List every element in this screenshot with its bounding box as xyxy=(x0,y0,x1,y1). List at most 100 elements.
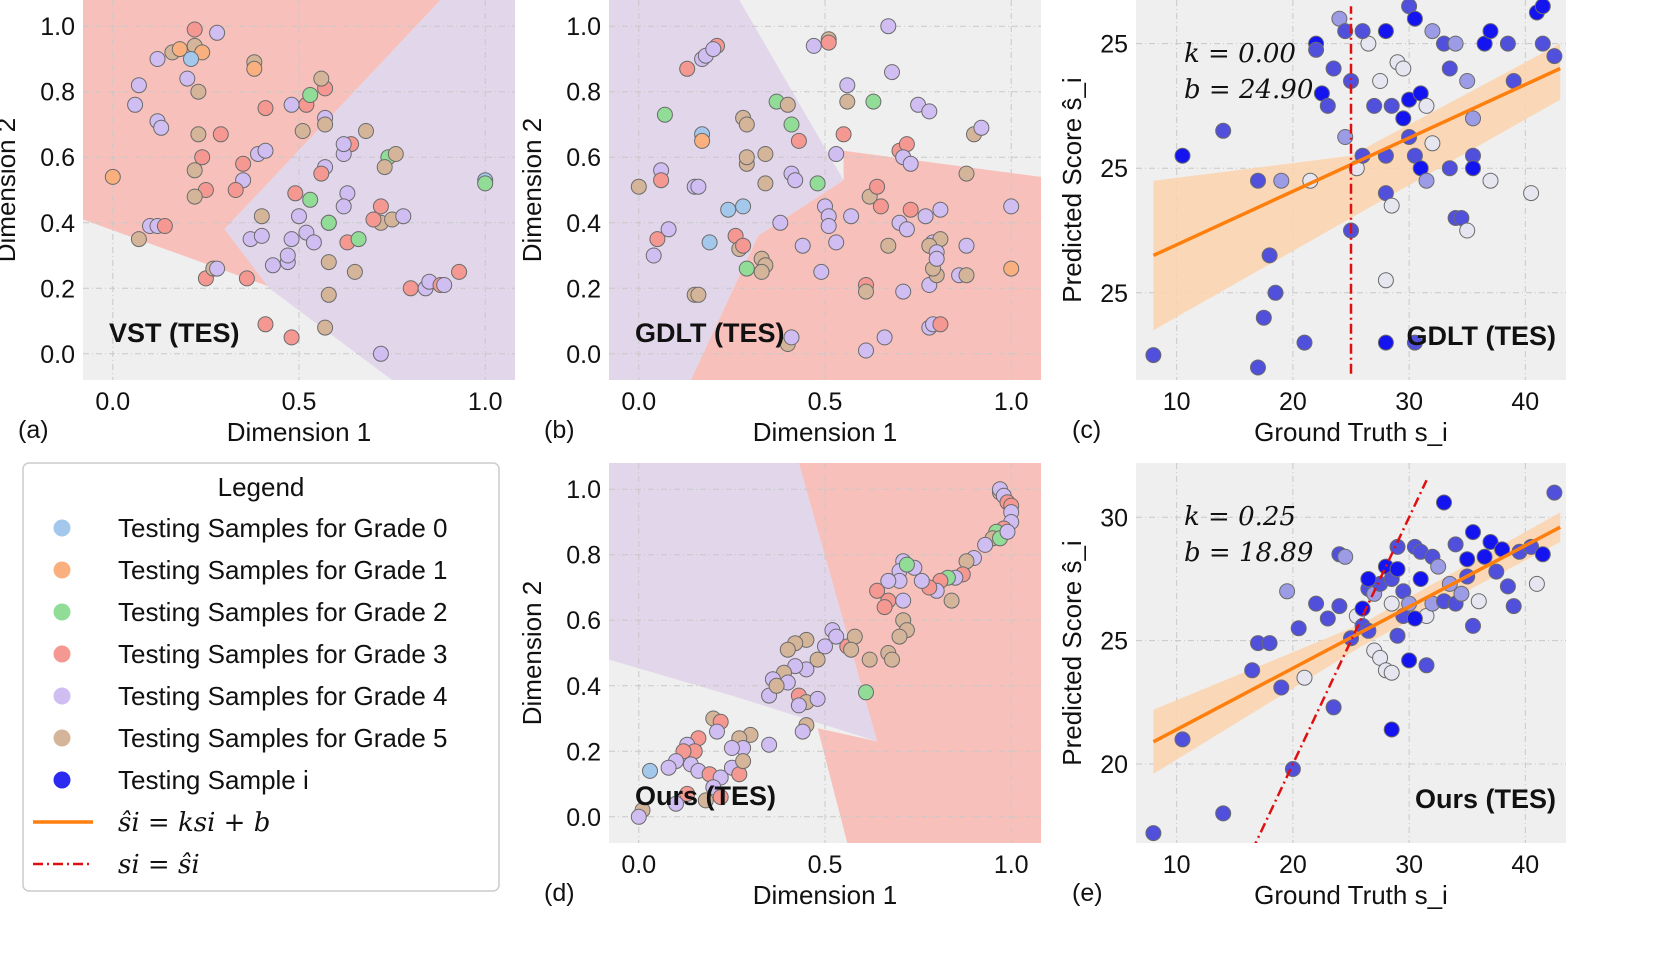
data-point xyxy=(320,254,337,271)
data-point xyxy=(790,697,807,714)
data-point xyxy=(1255,309,1272,326)
data-point xyxy=(1360,571,1377,587)
data-point xyxy=(1174,147,1191,164)
data-point xyxy=(757,175,774,192)
data-point xyxy=(858,283,874,300)
decision-region xyxy=(83,0,441,331)
data-point xyxy=(1383,595,1400,612)
data-point xyxy=(104,168,121,185)
data-point xyxy=(1389,561,1406,578)
data-point xyxy=(283,231,300,248)
y-axis-label: Predicted Score ŝ_i xyxy=(1057,77,1087,302)
data-point xyxy=(630,808,647,825)
data-point xyxy=(1459,551,1476,568)
data-point xyxy=(186,21,203,38)
data-point xyxy=(1395,60,1412,77)
data-point xyxy=(738,116,755,133)
data-point xyxy=(973,119,990,136)
data-point xyxy=(690,286,707,303)
data-point xyxy=(668,795,684,812)
x-tick-label: 0.0 xyxy=(621,851,656,879)
panel-title: VST (TES) xyxy=(109,318,240,348)
x-axis-label: Dimension 1 xyxy=(753,417,898,447)
data-point xyxy=(921,103,938,120)
y-tick-label: 25 xyxy=(1100,628,1128,656)
data-point xyxy=(839,77,856,94)
data-point xyxy=(1319,97,1336,114)
panel-c-gdlt-regression: GDLT (TES) k = 0.00 b = 24.90 10 20 30 40 25 25 2… xyxy=(1057,0,1566,447)
data-point xyxy=(820,34,837,51)
data-point xyxy=(679,785,696,802)
data-point xyxy=(1412,571,1429,587)
data-point xyxy=(1441,160,1458,177)
data-point xyxy=(1546,484,1563,501)
y-tick-label: 0.4 xyxy=(566,673,601,701)
data-point xyxy=(794,723,811,740)
data-point xyxy=(153,119,170,136)
data-point xyxy=(1534,35,1551,52)
data-point xyxy=(253,208,270,225)
data-point xyxy=(928,250,945,267)
data-point xyxy=(1372,73,1389,89)
data-point xyxy=(1453,585,1470,602)
data-point xyxy=(1528,575,1545,592)
y-axis-label: Dimension 2 xyxy=(517,118,547,263)
data-point xyxy=(1465,524,1481,541)
decision-region xyxy=(690,150,1041,380)
data-point xyxy=(1273,679,1290,696)
data-point xyxy=(253,227,270,244)
data-point xyxy=(212,126,229,143)
x-axis-label: Ground Truth s_i xyxy=(1254,880,1448,910)
data-point xyxy=(1290,620,1307,637)
data-point xyxy=(898,136,915,153)
data-point xyxy=(1331,598,1348,615)
x-tick-label: 30 xyxy=(1395,388,1423,416)
data-point xyxy=(1465,617,1481,634)
data-point xyxy=(701,234,718,251)
legend-item-label: Testing Samples for Grade 0 xyxy=(118,513,448,543)
data-point xyxy=(1003,260,1020,277)
data-point xyxy=(660,759,677,776)
data-point xyxy=(1424,23,1441,40)
data-point xyxy=(1354,600,1371,617)
x-tick-label: 20 xyxy=(1279,388,1307,416)
data-point xyxy=(1325,60,1342,77)
data-point xyxy=(917,208,934,225)
data-point xyxy=(902,155,919,172)
data-point xyxy=(339,185,356,202)
data-point xyxy=(709,723,725,740)
data-point xyxy=(794,237,811,254)
panel-label: (e) xyxy=(1072,879,1103,907)
data-point xyxy=(376,159,393,176)
legend-marker xyxy=(53,603,71,621)
data-point xyxy=(1267,284,1284,301)
data-point xyxy=(1279,583,1296,600)
data-point xyxy=(999,523,1016,540)
data-point xyxy=(630,178,647,195)
data-point xyxy=(257,316,274,333)
data-point xyxy=(779,641,796,658)
data-point xyxy=(753,263,770,280)
data-point xyxy=(257,142,274,159)
data-point xyxy=(317,116,334,133)
data-point xyxy=(735,753,752,770)
data-point xyxy=(1499,35,1516,52)
data-point xyxy=(320,214,337,231)
data-point xyxy=(291,208,307,225)
data-point xyxy=(932,201,949,218)
data-point xyxy=(436,277,453,293)
data-point xyxy=(1145,347,1162,364)
data-point xyxy=(738,149,755,166)
data-point xyxy=(183,51,199,67)
data-point xyxy=(977,536,994,553)
data-point xyxy=(1383,197,1400,214)
data-point xyxy=(335,198,352,215)
x-tick-label: 20 xyxy=(1279,851,1307,879)
data-point xyxy=(1337,129,1354,145)
data-point xyxy=(902,201,919,218)
data-point xyxy=(712,789,729,806)
data-point xyxy=(1430,558,1447,575)
data-point xyxy=(779,96,796,113)
data-point xyxy=(880,237,897,254)
